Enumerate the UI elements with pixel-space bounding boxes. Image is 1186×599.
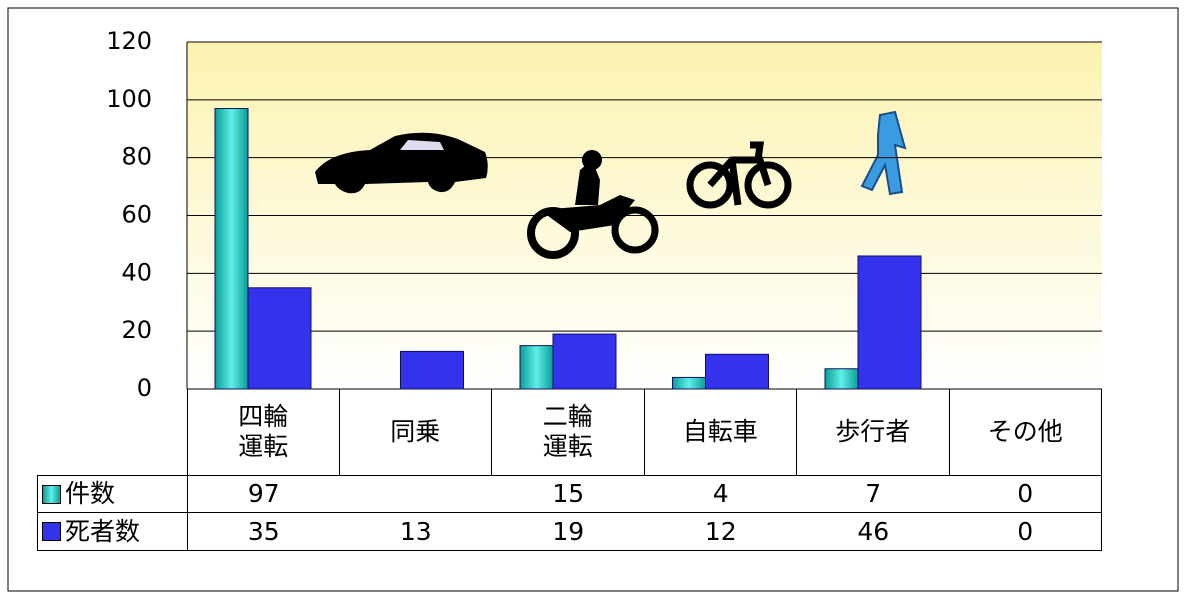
bar [247, 287, 312, 390]
table-cell: 35 [187, 512, 340, 551]
table-cell [339, 475, 492, 512]
legend-key [42, 484, 61, 504]
category-cell: 歩行者 [797, 389, 950, 475]
bar [857, 255, 922, 390]
bar [824, 368, 859, 390]
bar [400, 350, 464, 390]
table-cell: 0 [949, 475, 1102, 512]
frame [7, 7, 1179, 592]
legend-label: 件数 [65, 479, 116, 508]
category-cell: 二輪 運転 [492, 389, 645, 475]
bar [672, 376, 706, 390]
legend-label: 死者数 [65, 516, 141, 546]
icons [315, 110, 907, 259]
legend-cell: 死者数 [37, 512, 187, 551]
category-cell: 同乗 [340, 389, 492, 475]
bar [214, 108, 249, 390]
bar [519, 345, 554, 390]
y-tick-label: 0 [137, 374, 152, 402]
category-cell: 自転車 [645, 389, 797, 475]
bar [705, 353, 769, 390]
y-tick-label: 60 [121, 201, 152, 229]
table-cell: 97 [187, 475, 340, 512]
table-cell: 15 [492, 475, 645, 512]
y-tick-label: 20 [121, 316, 152, 344]
legend-key [42, 522, 61, 541]
table-cell: 0 [949, 512, 1102, 551]
table-cell: 46 [797, 512, 950, 551]
table-cell: 13 [339, 512, 492, 551]
bar [552, 333, 617, 390]
y-tick-label: 80 [121, 143, 152, 171]
table-cell: 4 [644, 475, 797, 512]
y-tick-label: 40 [121, 258, 152, 286]
table-cell: 19 [492, 512, 645, 551]
table-cell: 7 [797, 475, 950, 512]
y-tick-label: 100 [106, 85, 152, 113]
legend-cell: 件数 [37, 475, 187, 512]
category-cell: その他 [950, 389, 1102, 475]
y-tick-label: 120 [106, 27, 152, 55]
table-cell: 12 [644, 512, 797, 551]
category-cell: 四輪 運転 [187, 389, 340, 475]
